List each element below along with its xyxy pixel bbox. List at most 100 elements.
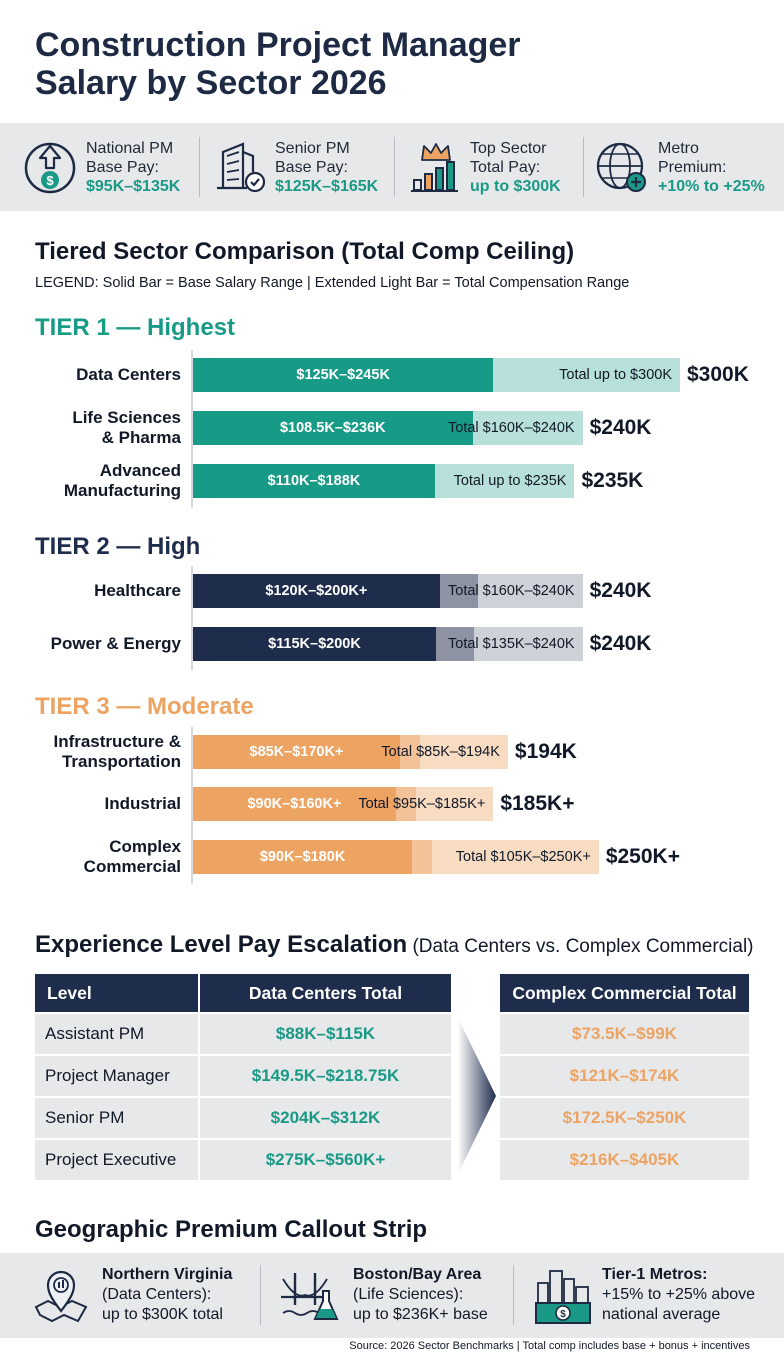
tier-heading: TIER 1 — Highest: [35, 314, 236, 341]
stat-label: Base Pay:: [275, 159, 348, 176]
header-complex-commercial: Complex Commercial Total: [500, 974, 749, 1012]
sector-label-line: Commercial: [83, 857, 181, 876]
source-note: Source: 2026 Sector Benchmarks | Total c…: [349, 1340, 750, 1352]
bar-cap-label: $240K: [589, 579, 652, 602]
tier-axis: [191, 350, 193, 508]
tier-axis: [191, 727, 193, 884]
data-centers-cell: $204K–$312K: [200, 1098, 451, 1138]
bar-base-range: $120K–$200K+: [193, 574, 440, 608]
data-centers-cell: $149.5K–$218.75K: [200, 1056, 451, 1096]
bar-cap-label: $194K: [514, 740, 577, 763]
bar-base-range: $108.5K–$236K: [193, 411, 473, 445]
bar-total-label: Total $105K–$250K+: [455, 849, 591, 865]
stat-top-sector: Top Sector Total Pay: up to $300K: [400, 123, 580, 211]
sector-label: Power & Energy: [51, 634, 181, 654]
table-row: $216K–$405K: [500, 1140, 749, 1180]
bridge-flask-icon: [281, 1273, 339, 1320]
table-row: $172.5K–$250K: [500, 1098, 749, 1138]
bar-cap-label: $185K+: [500, 792, 575, 815]
table-row: $73.5K–$99K: [500, 1014, 749, 1054]
geo-label: (Data Centers):: [102, 1286, 212, 1303]
divider: [583, 137, 584, 197]
sector-label-line: Data Centers: [76, 365, 181, 384]
bar-base-range: $110K–$188K: [193, 464, 435, 498]
page-title-line-1: Construction Project Manager: [35, 26, 521, 64]
table-row: Assistant PM $88K–$115K: [35, 1014, 451, 1054]
bar-cap-label: $235K: [581, 469, 644, 492]
globe-plus-icon: [596, 142, 646, 192]
stat-senior-pm: Senior PM Base Pay: $125K–$165K: [205, 123, 390, 211]
complex-commercial-cell: $73.5K–$99K: [500, 1014, 749, 1054]
bar-cap-label: $300K: [687, 363, 749, 386]
sector-label-line: Advanced: [99, 461, 181, 480]
header-level: Level: [35, 974, 200, 1012]
divider: [394, 137, 395, 197]
sector-label-line: Manufacturing: [63, 481, 181, 500]
geo-value: up to $236K+ base: [353, 1306, 488, 1323]
stat-metro-premium: Metro Premium: +10% to +25%: [590, 123, 784, 211]
stat-national-pm: $ National PM Base Pay: $95K–$135K: [0, 123, 196, 211]
bar-cap-label: $250K+: [605, 845, 680, 868]
stat-value: up to $300K: [470, 178, 561, 195]
skyline-money-icon: $: [535, 1270, 591, 1324]
data-centers-cell: $275K–$560K+: [200, 1140, 451, 1180]
sector-label: Industrial: [104, 794, 181, 814]
chart-title: Tiered Sector Comparison (Total Comp Cei…: [35, 238, 575, 265]
sector-label-line: Transportation: [61, 752, 181, 771]
stat-label: Total Pay:: [470, 159, 541, 176]
geo-title: Geographic Premium Callout Strip: [35, 1216, 428, 1243]
level-cell: Assistant PM: [35, 1014, 200, 1054]
stat-value: $95K–$135K: [86, 178, 181, 195]
level-cell: Senior PM: [35, 1098, 200, 1138]
experience-title-text: Experience Level Pay Escalation: [35, 931, 408, 958]
map-pin-icon: [34, 1270, 88, 1323]
page-title: Construction Project Manager Salary by S…: [35, 26, 735, 102]
key-stats-strip: $ National PM Base Pay: $95K–$135K Senio…: [0, 123, 784, 211]
geo-label: +15% to +25% above: [602, 1286, 756, 1303]
stat-label: Metro: [658, 140, 699, 157]
table-row: $121K–$174K: [500, 1056, 749, 1096]
divider: [199, 137, 200, 197]
sector-label-line: Infrastructure &: [53, 732, 181, 751]
bar-cap-label: $240K: [589, 632, 652, 655]
crown-bar-chart-icon: [411, 143, 458, 192]
bar-overlap-band: [395, 787, 416, 821]
divider: [513, 1265, 514, 1325]
complex-commercial-cell: $216K–$405K: [500, 1140, 749, 1180]
geo-item-northern-virginia: Northern Virginia (Data Centers): up to …: [0, 1253, 258, 1338]
experience-subtitle: (Data Centers vs. Complex Commercial): [407, 936, 754, 957]
tier-heading: TIER 3 — Moderate: [35, 693, 254, 720]
bar-overlap-band: [439, 574, 478, 608]
bar-total-label: Total up to $235K: [453, 473, 567, 489]
sector-label-line: Power & Energy: [50, 634, 181, 653]
geo-value: national average: [602, 1306, 721, 1323]
experience-title: Experience Level Pay Escalation (Data Ce…: [35, 931, 754, 959]
svg-text:$: $: [46, 173, 54, 188]
bar-overlap-band: [399, 735, 420, 769]
complex-commercial-cell: $172.5K–$250K: [500, 1098, 749, 1138]
bar-total-label: Total $135K–$240K: [448, 636, 575, 652]
data-centers-cell: $88K–$115K: [200, 1014, 451, 1054]
bar-total-label: Total $95K–$185K+: [358, 796, 486, 812]
complex-commercial-table: Complex Commercial Total $73.5K–$99K $121…: [500, 972, 749, 1182]
bar-base-range: $115K–$200K: [193, 627, 436, 661]
stat-label: Base Pay:: [86, 159, 159, 176]
bar-base-range: $90K–$180K: [193, 840, 413, 874]
table-row: Senior PM $204K–$312K: [35, 1098, 451, 1138]
geo-strip: Northern Virginia (Data Centers): up to …: [0, 1253, 784, 1338]
stat-value: $125K–$165K: [275, 178, 379, 195]
bar-base-range: $85K–$170K+: [193, 735, 400, 769]
sector-label-line: & Pharma: [101, 428, 181, 447]
data-centers-table: Level Data Centers Total Assistant PM $88…: [35, 972, 451, 1182]
header-data-centers: Data Centers Total: [200, 974, 451, 1012]
bar-base-range: $90K–$160K+: [193, 787, 396, 821]
money-up-icon: $: [24, 142, 76, 194]
tier-heading: TIER 2 — High: [35, 533, 201, 560]
stat-label: National PM: [86, 140, 174, 157]
bar-total-label: Total up to $300K: [559, 367, 672, 383]
geo-value: up to $300K total: [102, 1306, 223, 1323]
bar-total-label: Total $85K–$194K: [381, 744, 500, 760]
sector-label: Advanced Manufacturing: [64, 461, 181, 501]
geo-label: Tier-1 Metros:: [602, 1266, 708, 1283]
geo-label: Northern Virginia: [102, 1266, 233, 1283]
